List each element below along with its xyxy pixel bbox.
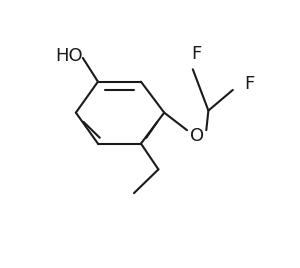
Text: O: O — [190, 127, 204, 145]
Text: F: F — [192, 45, 202, 63]
Text: HO: HO — [55, 47, 82, 65]
Text: F: F — [244, 75, 254, 93]
